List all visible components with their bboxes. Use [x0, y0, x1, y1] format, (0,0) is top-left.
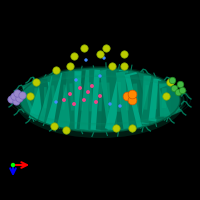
- Point: [86, 90, 90, 94]
- Point: [82, 98, 86, 102]
- Point: [68, 92, 72, 96]
- Point: [178, 82, 182, 86]
- Ellipse shape: [20, 68, 180, 132]
- Point: [20, 93, 24, 97]
- Point: [54, 68, 58, 72]
- Point: [54, 100, 58, 104]
- Point: [15, 91, 19, 95]
- Point: [180, 88, 184, 92]
- Point: [130, 98, 133, 102]
- Point: [130, 126, 134, 130]
- Point: [98, 52, 102, 56]
- Point: [114, 126, 118, 130]
- Point: [170, 78, 174, 82]
- Point: [176, 90, 180, 94]
- Point: [72, 54, 76, 58]
- Point: [64, 128, 68, 132]
- Point: [28, 94, 32, 98]
- Point: [168, 80, 172, 84]
- Point: [122, 64, 126, 68]
- Point: [172, 86, 176, 90]
- Point: [110, 64, 114, 68]
- Point: [34, 80, 38, 84]
- Point: [78, 86, 82, 90]
- Point: [9, 97, 13, 101]
- Point: [94, 100, 98, 104]
- Point: [74, 78, 78, 82]
- Point: [108, 102, 112, 106]
- Point: [125, 94, 129, 98]
- Point: [164, 94, 168, 98]
- Point: [52, 124, 56, 128]
- Point: [12, 94, 16, 98]
- Point: [118, 104, 122, 108]
- Point: [62, 98, 66, 102]
- Point: [90, 84, 94, 88]
- Point: [130, 92, 134, 96]
- Point: [98, 94, 102, 98]
- Point: [17, 96, 21, 100]
- Point: [84, 58, 88, 62]
- Point: [122, 52, 126, 56]
- Point: [68, 64, 72, 68]
- Point: [72, 102, 76, 106]
- Point: [11, 163, 15, 167]
- Point: [82, 46, 86, 50]
- Point: [104, 46, 108, 50]
- Ellipse shape: [16, 66, 184, 138]
- Point: [98, 74, 102, 78]
- Point: [14, 99, 18, 103]
- Point: [102, 56, 106, 60]
